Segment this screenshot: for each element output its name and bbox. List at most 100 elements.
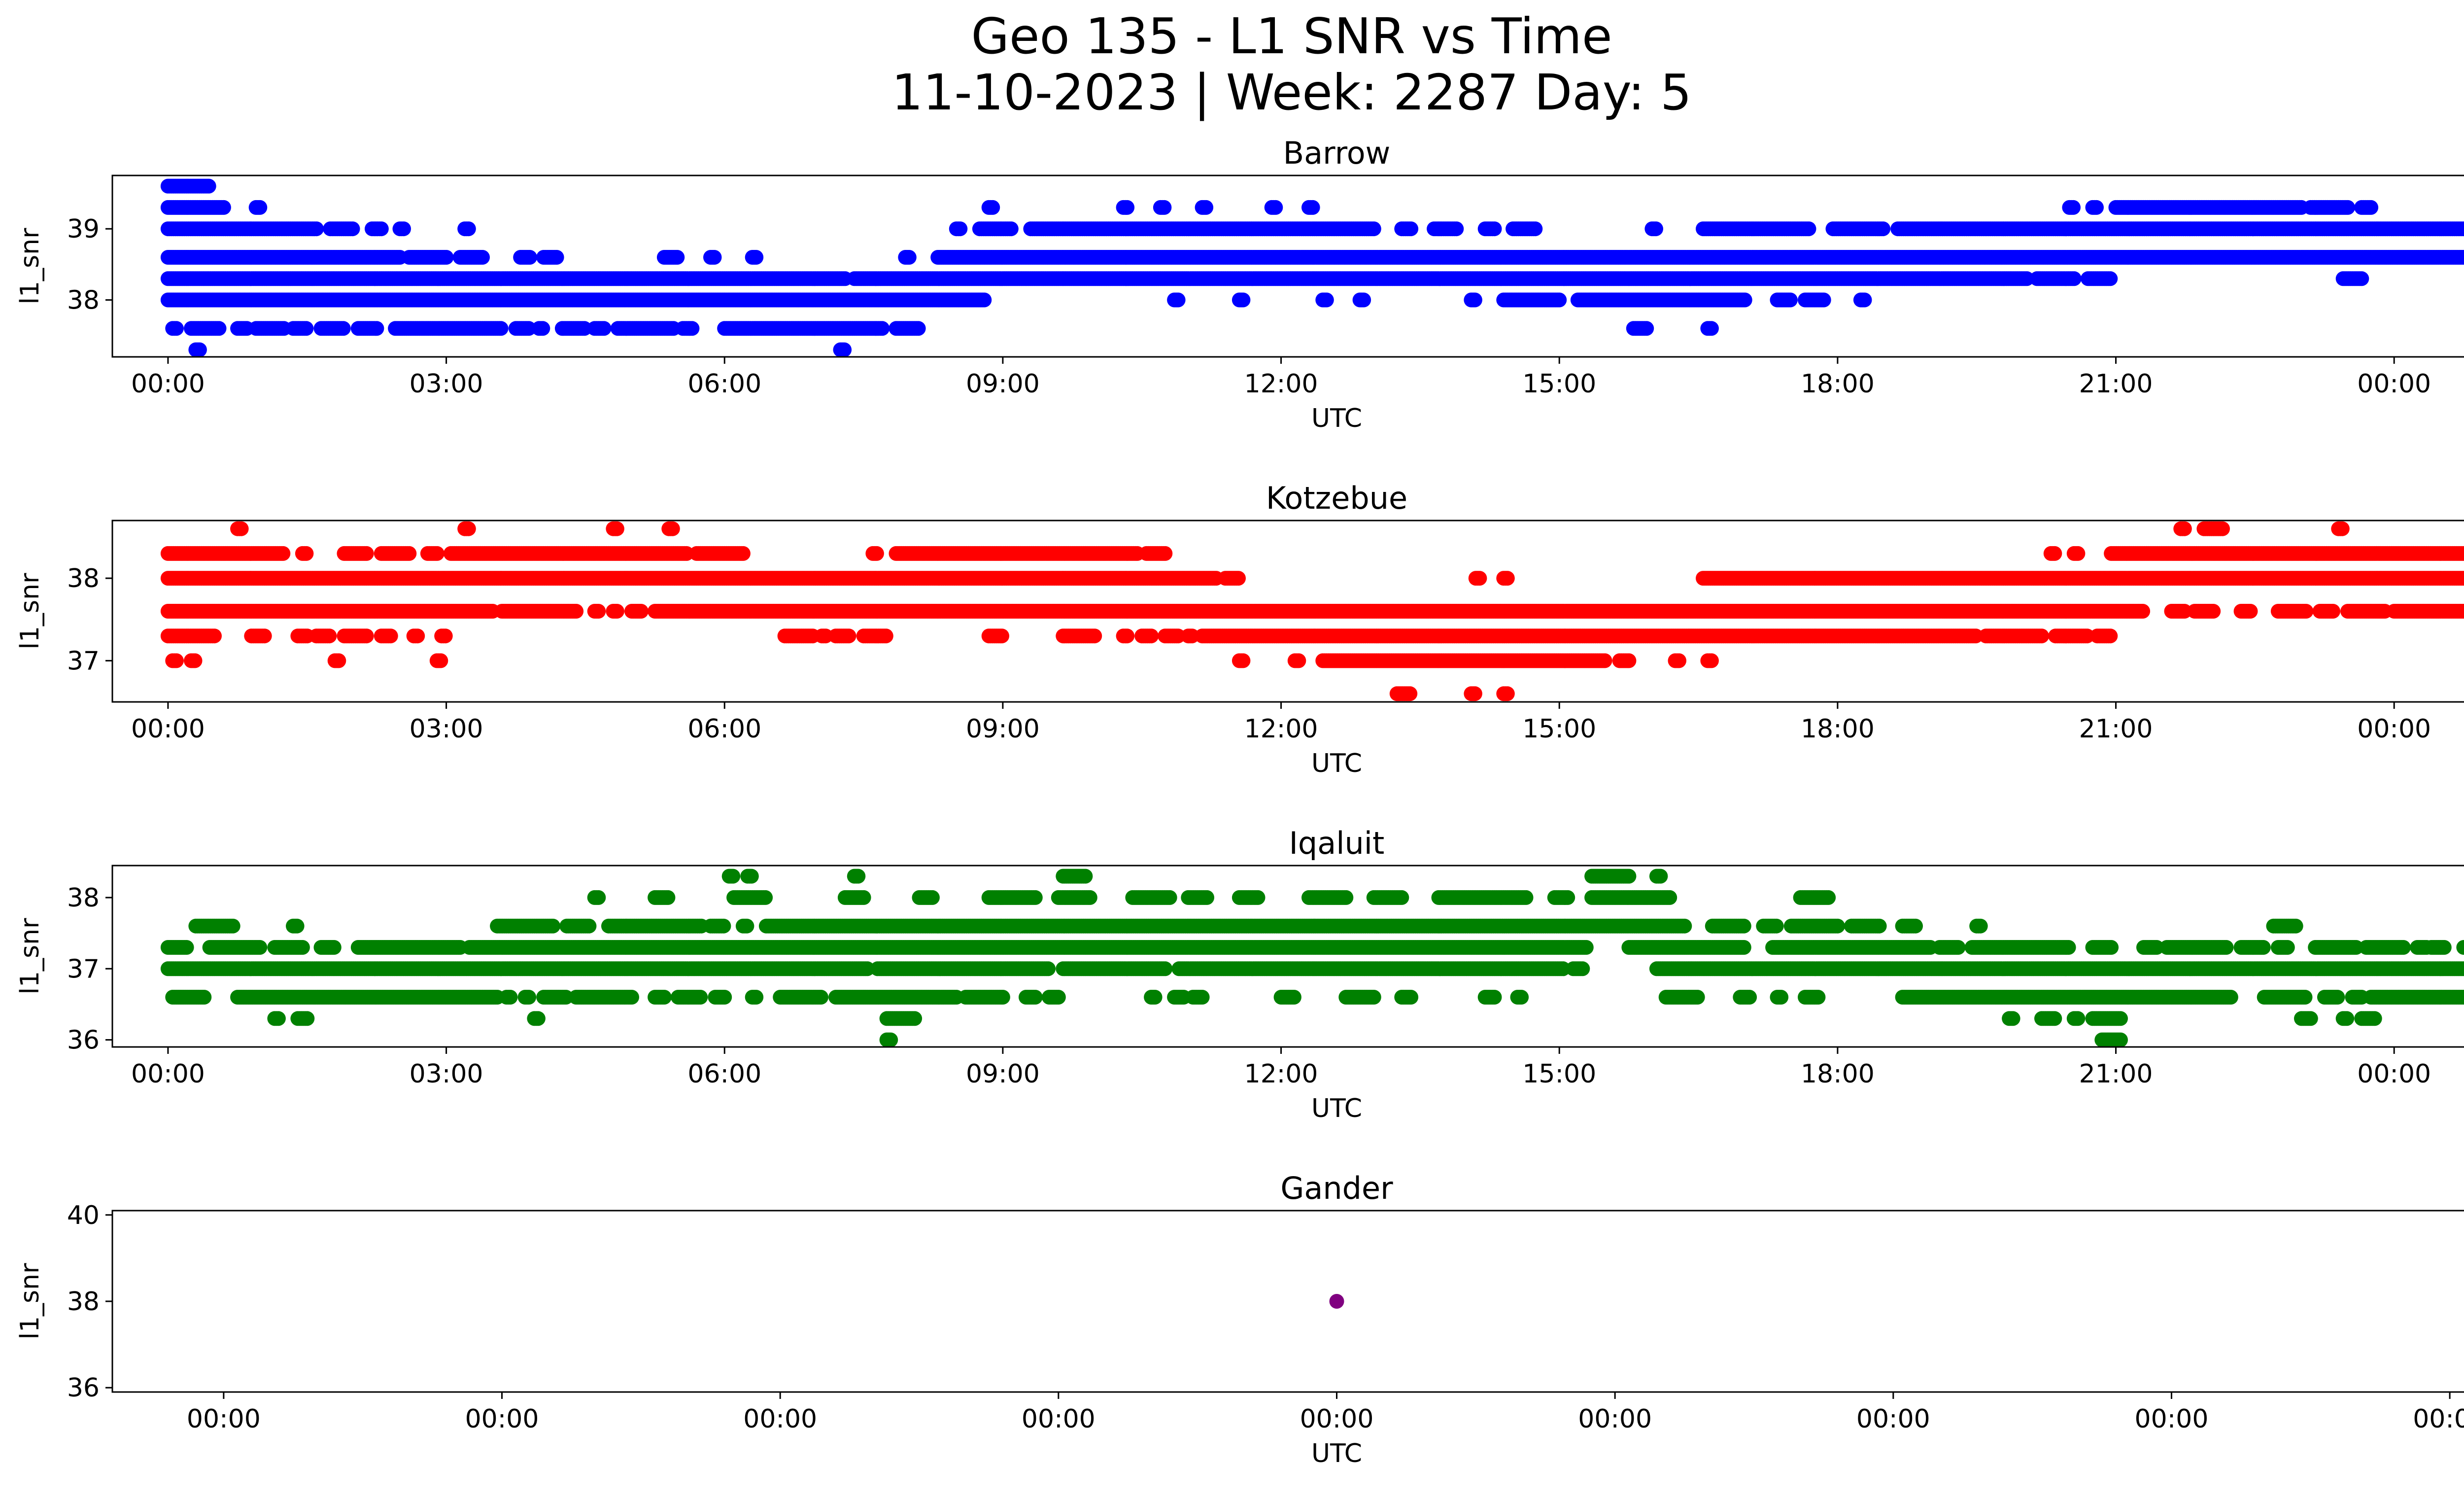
x-tick-label: 00:00 xyxy=(2357,369,2431,399)
data-point xyxy=(911,321,926,336)
data-point xyxy=(369,321,384,336)
data-point xyxy=(736,546,751,561)
figure-title-line1: Geo 135 - L1 SNR vs Time xyxy=(971,7,1612,65)
data-point xyxy=(1158,546,1172,561)
data-point xyxy=(212,321,227,336)
x-tick-label: 12:00 xyxy=(1244,369,1318,399)
data-point xyxy=(1468,293,1482,308)
data-point xyxy=(977,293,992,308)
data-point xyxy=(299,321,313,336)
data-point xyxy=(2047,546,2062,561)
data-point xyxy=(202,179,216,194)
figure-title-line2: 11-10-2023 | Week: 2287 Day: 5 xyxy=(891,64,1691,121)
data-point xyxy=(1528,221,1542,236)
x-tick-label: 09:00 xyxy=(966,369,1040,399)
x-tick-label: 18:00 xyxy=(1801,369,1875,399)
data-point xyxy=(1449,221,1464,236)
data-point xyxy=(2177,522,2192,536)
data-point xyxy=(1876,221,1890,236)
data-point xyxy=(475,250,490,265)
data-point xyxy=(494,321,509,336)
data-point xyxy=(985,200,1000,215)
data-point xyxy=(430,546,445,561)
data-point xyxy=(1367,221,1381,236)
data-point xyxy=(684,321,699,336)
data-point xyxy=(1639,321,1654,336)
data-point xyxy=(359,546,374,561)
data-point xyxy=(670,250,684,265)
data-point xyxy=(1268,200,1283,215)
data-point xyxy=(252,200,267,215)
x-axis-label: UTC xyxy=(1311,404,1362,433)
data-point xyxy=(374,221,389,236)
data-point xyxy=(2066,200,2081,215)
data-point xyxy=(1648,221,1663,236)
x-tick-label: 15:00 xyxy=(1522,369,1596,399)
data-point xyxy=(396,221,411,236)
data-point xyxy=(1004,221,1019,236)
data-point xyxy=(707,250,722,265)
data-point xyxy=(549,250,564,265)
x-tick-label: 06:00 xyxy=(687,369,761,399)
data-point xyxy=(1403,221,1418,236)
data-point xyxy=(610,522,624,536)
data-point xyxy=(169,321,184,336)
data-point xyxy=(1738,293,1752,308)
data-point xyxy=(2363,200,2378,215)
data-point xyxy=(192,343,207,357)
x-tick-label: 03:00 xyxy=(410,369,483,399)
data-point xyxy=(234,522,249,536)
data-point xyxy=(2103,271,2118,286)
data-point xyxy=(1235,293,1250,308)
data-point xyxy=(665,522,680,536)
data-point xyxy=(2067,271,2082,286)
data-point xyxy=(1704,321,1719,336)
data-point xyxy=(336,321,351,336)
data-point xyxy=(1816,293,1831,308)
data-point xyxy=(597,321,612,336)
data-point xyxy=(1171,293,1186,308)
y-axis-label: l1_snr xyxy=(15,228,45,305)
data-point xyxy=(2340,200,2355,215)
data-point xyxy=(1356,293,1371,308)
subplot-title: Barrow xyxy=(1283,135,1391,171)
data-point xyxy=(1157,200,1171,215)
data-point xyxy=(902,250,917,265)
x-tick-label: 00:00 xyxy=(131,369,205,399)
data-point xyxy=(216,200,231,215)
data-point xyxy=(461,522,476,536)
data-point xyxy=(1552,293,1567,308)
y-tick-label: 39 xyxy=(67,214,100,244)
data-point xyxy=(875,321,890,336)
subplot-title: Kotzebue xyxy=(1266,480,1407,516)
data-point xyxy=(2335,522,2350,536)
data-point xyxy=(1802,221,1816,236)
data-point xyxy=(953,221,967,236)
data-point xyxy=(2354,271,2369,286)
y-tick-label: 38 xyxy=(67,286,100,315)
data-point xyxy=(2089,200,2104,215)
data-point xyxy=(1487,221,1502,236)
data-point xyxy=(522,250,537,265)
data-point xyxy=(439,250,454,265)
data-point xyxy=(461,221,476,236)
data-point xyxy=(837,343,852,357)
data-point xyxy=(275,546,290,561)
data-point xyxy=(869,546,884,561)
data-point xyxy=(1783,293,1798,308)
data-point xyxy=(2070,546,2085,561)
data-point xyxy=(1857,293,1872,308)
data-point xyxy=(345,221,360,236)
data-point xyxy=(1198,200,1213,215)
data-point xyxy=(309,221,324,236)
data-point xyxy=(299,546,313,561)
data-point xyxy=(1120,200,1134,215)
data-point xyxy=(1305,200,1320,215)
x-tick-label: 21:00 xyxy=(2079,369,2153,399)
data-point xyxy=(749,250,763,265)
data-point xyxy=(2215,522,2230,536)
data-point xyxy=(1319,293,1334,308)
data-point xyxy=(402,546,416,561)
